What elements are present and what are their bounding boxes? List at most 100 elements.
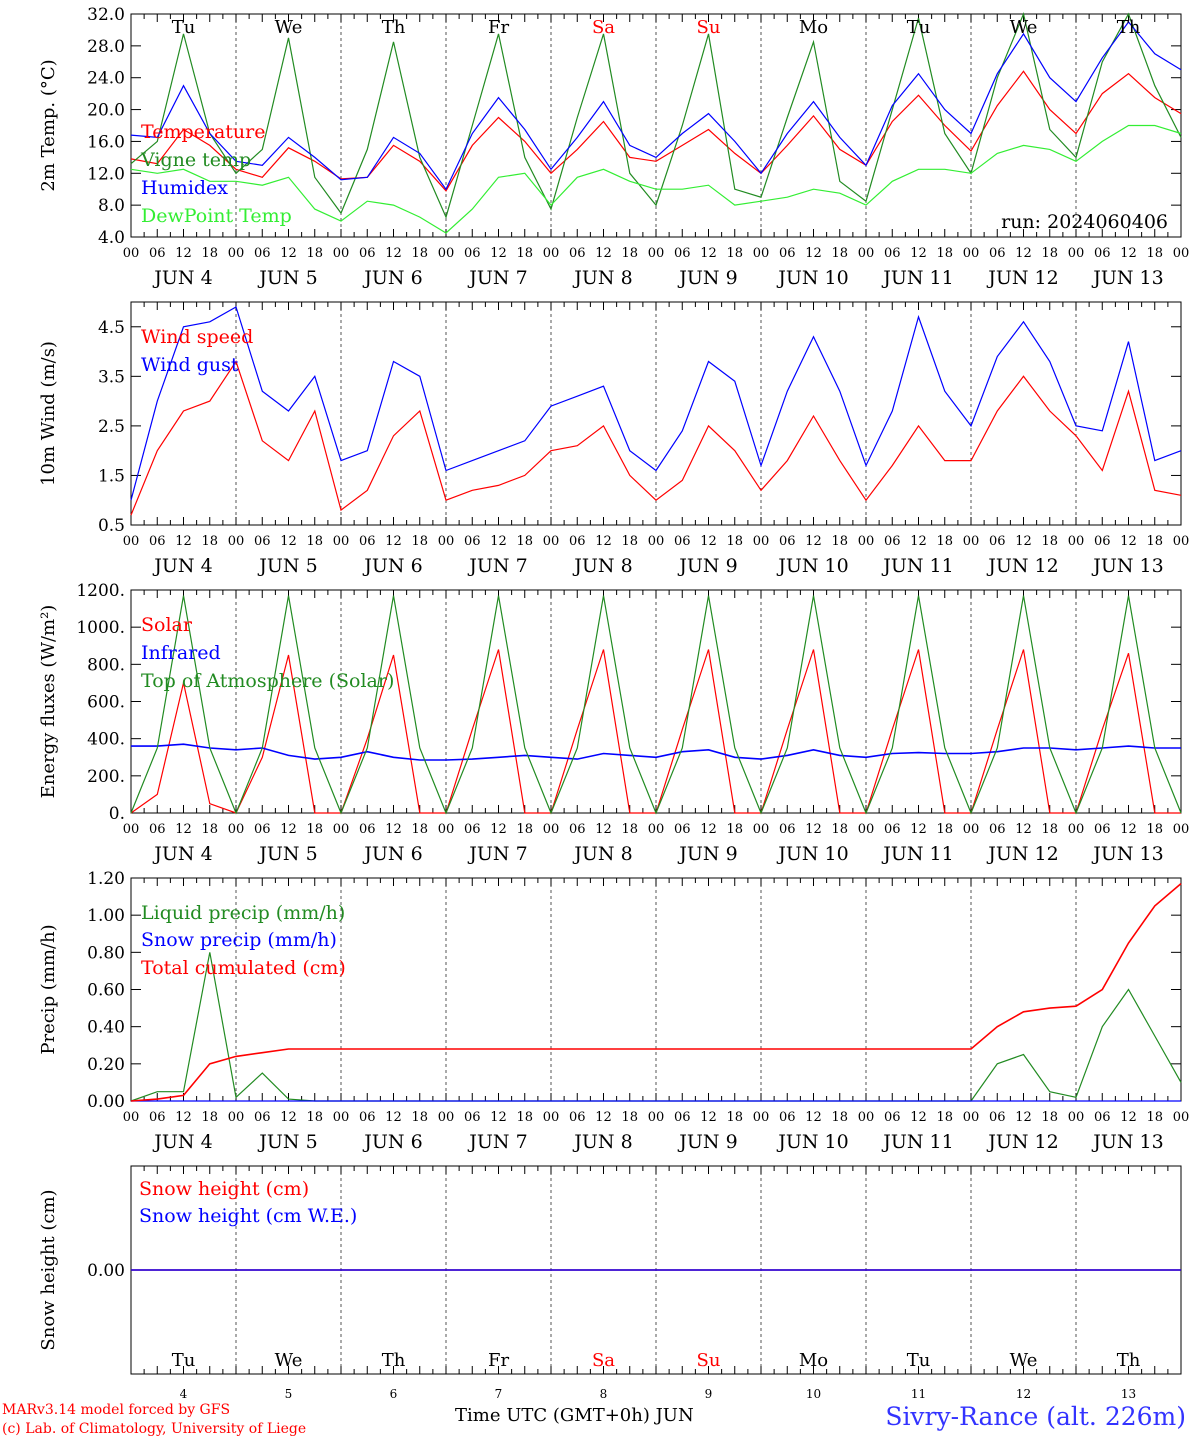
- date-label: JUN 11: [881, 555, 953, 577]
- hour-tick-label: 12: [280, 1110, 297, 1125]
- hour-tick-label: 12: [595, 534, 612, 549]
- hour-tick-label: 18: [516, 1110, 533, 1125]
- lab-credit: (c) Lab. of Climatology, University of L…: [2, 1421, 307, 1437]
- hour-tick-label: 18: [306, 534, 323, 549]
- y-tick-label: 32.0: [87, 5, 125, 25]
- day-number-label: 8: [600, 1387, 608, 1401]
- weekday-label: Tu: [907, 17, 931, 38]
- y-tick-label: 0.80: [87, 943, 125, 963]
- hour-tick-label: 00: [1173, 822, 1190, 837]
- date-label: JUN 13: [1091, 267, 1163, 289]
- hour-tick-label: 18: [411, 534, 428, 549]
- date-label: JUN 6: [362, 267, 422, 289]
- weekday-label: We: [1010, 17, 1038, 38]
- hour-tick-label: 12: [595, 822, 612, 837]
- hour-tick-label: 12: [1120, 246, 1137, 261]
- hour-tick-label: 12: [490, 822, 507, 837]
- date-label: JUN 13: [1091, 1131, 1163, 1153]
- hour-tick-label: 12: [175, 1110, 192, 1125]
- hour-tick-label: 18: [936, 534, 953, 549]
- y-tick-label: 8.0: [98, 196, 125, 216]
- date-label: JUN 9: [677, 267, 737, 289]
- legend-entry: Solar: [141, 614, 193, 636]
- series-line-2: [130, 306, 1182, 501]
- date-label: JUN 7: [467, 267, 527, 289]
- hour-tick-label: 06: [464, 246, 481, 261]
- hour-tick-label: 06: [884, 822, 901, 837]
- date-label: JUN 5: [257, 1131, 317, 1153]
- date-label: JUN 12: [986, 555, 1058, 577]
- y-tick-label: 0.5: [98, 516, 125, 536]
- y-tick-label: 200.: [87, 767, 125, 787]
- hour-tick-label: 18: [726, 246, 743, 261]
- date-label: JUN 13: [1091, 555, 1163, 577]
- y-tick-label: 0.60: [87, 981, 125, 1001]
- hour-tick-label: 18: [1041, 1110, 1058, 1125]
- hour-tick-label: 06: [254, 1110, 271, 1125]
- hour-tick-label: 00: [543, 1110, 560, 1125]
- day-number-label: 11: [911, 1387, 926, 1401]
- hour-tick-label: 00: [228, 822, 245, 837]
- hour-tick-label: 00: [438, 246, 455, 261]
- hour-tick-label: 18: [936, 246, 953, 261]
- hour-tick-label: 00: [858, 822, 875, 837]
- date-label: JUN 9: [677, 843, 737, 865]
- weekday-label: Th: [1117, 17, 1141, 38]
- hour-tick-label: 00: [438, 1110, 455, 1125]
- legend-entry: Infrared: [141, 642, 221, 664]
- hour-tick-label: 06: [149, 534, 166, 549]
- hour-tick-label: 18: [516, 822, 533, 837]
- y-axis-title: 10m Wind (m/s): [38, 341, 59, 486]
- date-label: JUN 4: [152, 1131, 212, 1153]
- hour-tick-label: 00: [963, 246, 980, 261]
- hour-tick-label: 00: [123, 822, 140, 837]
- hour-tick-label: 18: [1041, 822, 1058, 837]
- hour-tick-label: 18: [201, 246, 218, 261]
- hour-tick-label: 06: [254, 822, 271, 837]
- date-label: JUN 6: [362, 555, 422, 577]
- hour-tick-label: 06: [569, 534, 586, 549]
- day-number-label: 10: [806, 1387, 821, 1401]
- y-tick-label: 4.0: [98, 228, 125, 248]
- date-label: JUN 5: [257, 267, 317, 289]
- legend-entry: Vigne temp: [140, 149, 251, 171]
- hour-tick-label: 12: [910, 534, 927, 549]
- hour-tick-label: 12: [175, 246, 192, 261]
- hour-tick-label: 00: [1068, 1110, 1085, 1125]
- y-tick-label: 0.00: [87, 1261, 125, 1281]
- y-tick-label: 0.20: [87, 1055, 125, 1075]
- hour-tick-label: 00: [753, 822, 770, 837]
- hour-tick-label: 06: [569, 246, 586, 261]
- plot-frame: [130, 589, 1182, 814]
- date-label: JUN 8: [572, 555, 632, 577]
- hour-tick-label: 00: [123, 534, 140, 549]
- hour-tick-label: 00: [438, 822, 455, 837]
- date-label: JUN 5: [257, 843, 317, 865]
- hour-tick-label: 06: [674, 1110, 691, 1125]
- series-line-3: [130, 595, 1182, 815]
- hour-tick-label: 06: [464, 822, 481, 837]
- date-label: JUN 9: [677, 555, 737, 577]
- date-label: JUN 10: [776, 555, 848, 577]
- date-label: JUN 10: [776, 267, 848, 289]
- hour-tick-label: 00: [858, 246, 875, 261]
- date-label: JUN 12: [986, 843, 1058, 865]
- y-tick-label: 16.0: [87, 132, 125, 152]
- y-tick-label: 3.5: [98, 367, 125, 387]
- hour-tick-label: 18: [1146, 534, 1163, 549]
- hour-tick-label: 18: [411, 1110, 428, 1125]
- hour-tick-label: 00: [648, 246, 665, 261]
- hour-tick-label: 18: [831, 822, 848, 837]
- series-line-1: [130, 70, 1182, 192]
- hour-tick-label: 06: [779, 1110, 796, 1125]
- hour-tick-label: 06: [674, 534, 691, 549]
- y-tick-label: 2.5: [98, 417, 125, 437]
- date-label: JUN 7: [467, 1131, 527, 1153]
- hour-tick-label: 06: [674, 822, 691, 837]
- hour-tick-label: 12: [700, 246, 717, 261]
- hour-tick-label: 12: [385, 1110, 402, 1125]
- weekday-label: Mo: [799, 1350, 828, 1371]
- hour-tick-label: 06: [989, 1110, 1006, 1125]
- hour-tick-label: 12: [1015, 534, 1032, 549]
- hour-tick-label: 06: [359, 246, 376, 261]
